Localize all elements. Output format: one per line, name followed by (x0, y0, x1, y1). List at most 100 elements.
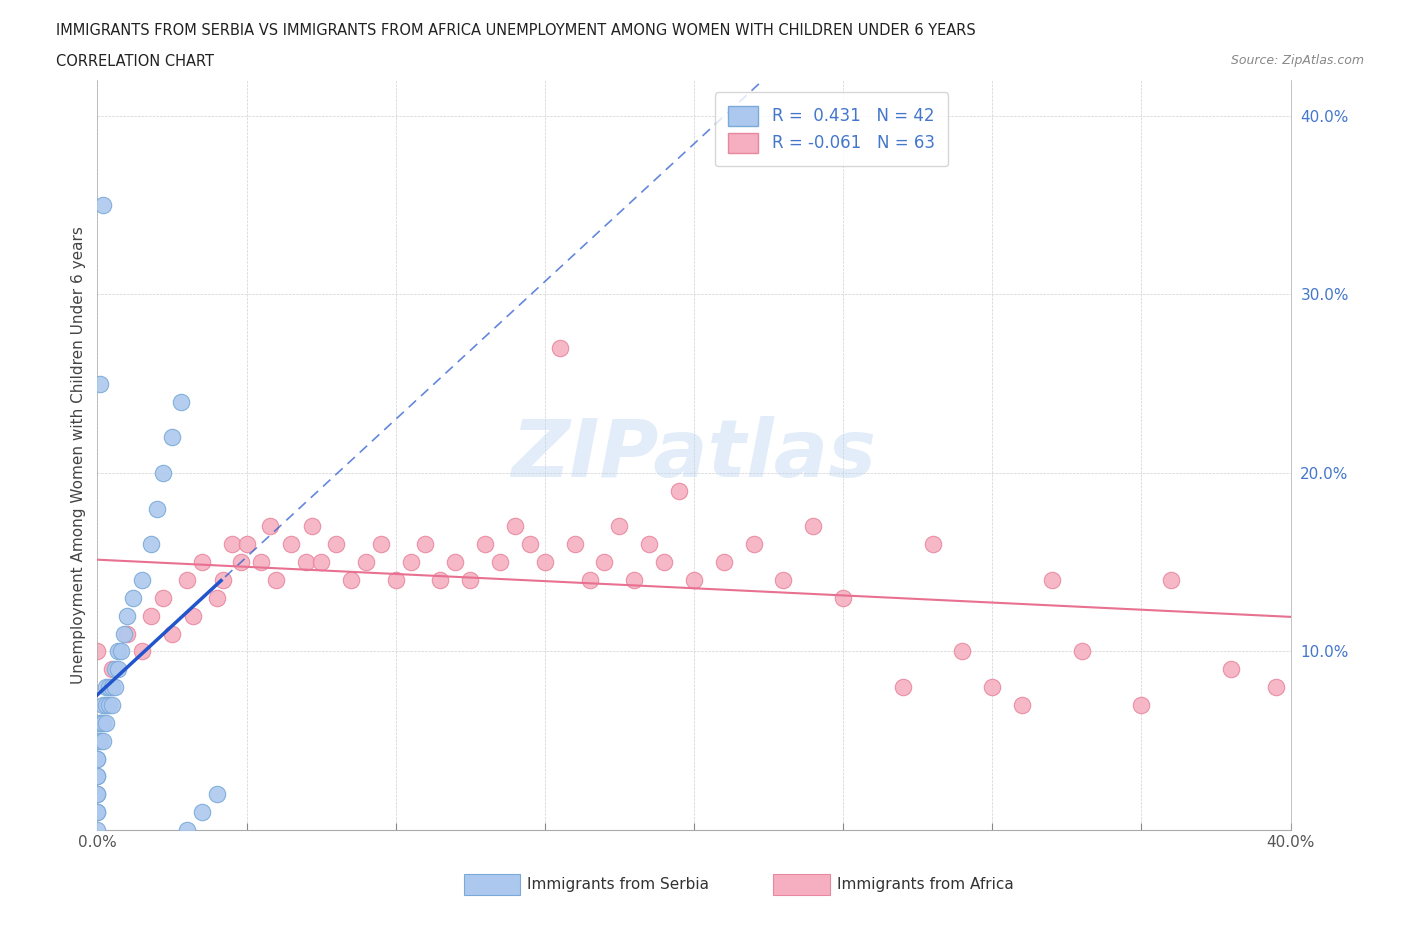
Text: Source: ZipAtlas.com: Source: ZipAtlas.com (1230, 54, 1364, 67)
Point (170, 394, 193, 409)
Point (668, 484, 690, 498)
Point (981, 680, 1004, 695)
Point (564, 537, 586, 551)
Point (104, 680, 127, 695)
Point (399, 555, 422, 570)
Point (1011, 698, 1033, 712)
Point (86, 734, 108, 749)
Point (190, 804, 212, 819)
Point (578, 573, 600, 588)
Point (832, 591, 855, 605)
Point (107, 644, 129, 659)
Point (280, 537, 302, 551)
Point (110, 644, 132, 659)
Point (266, 573, 288, 588)
Point (91, 198, 114, 213)
Point (176, 823, 198, 838)
Point (533, 555, 555, 570)
Point (295, 555, 318, 570)
Point (519, 537, 541, 551)
Point (921, 537, 943, 551)
Point (772, 573, 794, 588)
Point (229, 555, 252, 570)
Point (86, 787, 108, 802)
Point (101, 698, 124, 712)
Y-axis label: Unemployment Among Women with Children Under 6 years: Unemployment Among Women with Children U… (72, 226, 86, 684)
Point (160, 430, 183, 445)
Point (1264, 680, 1286, 695)
Point (107, 662, 129, 677)
Point (146, 501, 169, 516)
Point (181, 608, 204, 623)
Point (190, 555, 212, 570)
Point (86, 804, 108, 819)
Point (89, 377, 111, 392)
Point (86, 804, 108, 819)
Point (593, 555, 616, 570)
Point (96, 698, 118, 712)
Point (86, 751, 108, 766)
Point (91, 698, 114, 712)
Point (301, 519, 323, 534)
Point (176, 573, 198, 588)
Point (160, 626, 183, 641)
Text: IMMIGRANTS FROM SERBIA VS IMMIGRANTS FROM AFRICA UNEMPLOYMENT AMONG WOMEN WITH C: IMMIGRANTS FROM SERBIA VS IMMIGRANTS FRO… (56, 23, 976, 38)
Point (250, 555, 273, 570)
Point (1160, 573, 1182, 588)
Point (221, 537, 243, 551)
Point (211, 573, 233, 588)
Point (429, 573, 451, 588)
Point (384, 573, 406, 588)
Point (89, 734, 111, 749)
Point (1070, 644, 1092, 659)
Point (444, 555, 467, 570)
Point (340, 573, 363, 588)
Point (101, 662, 124, 677)
Point (115, 626, 138, 641)
Point (713, 555, 735, 570)
Point (1040, 573, 1063, 588)
Point (131, 573, 153, 588)
Point (1130, 698, 1153, 712)
Point (122, 591, 145, 605)
Point (112, 626, 135, 641)
Point (101, 680, 124, 695)
Point (235, 537, 257, 551)
Point (309, 555, 332, 570)
Point (952, 644, 974, 659)
Point (89, 715, 111, 730)
Point (548, 340, 571, 355)
Point (205, 787, 228, 802)
Point (458, 573, 481, 588)
Legend: R =  0.431   N = 42, R = -0.061   N = 63: R = 0.431 N = 42, R = -0.061 N = 63 (716, 92, 948, 166)
Point (489, 555, 512, 570)
Point (115, 608, 138, 623)
Point (104, 662, 127, 677)
Point (91, 715, 114, 730)
Text: Immigrants from Serbia: Immigrants from Serbia (527, 877, 709, 892)
Point (152, 466, 174, 481)
Text: Immigrants from Africa: Immigrants from Africa (837, 877, 1014, 892)
Point (801, 519, 824, 534)
Point (96, 715, 118, 730)
Point (86, 644, 108, 659)
Point (86, 769, 108, 784)
Point (623, 573, 645, 588)
Point (474, 537, 496, 551)
Point (86, 823, 108, 838)
Point (1219, 662, 1241, 677)
Point (742, 537, 765, 551)
Point (86, 769, 108, 784)
Point (354, 555, 377, 570)
Point (609, 519, 631, 534)
Point (98, 698, 121, 712)
Point (325, 537, 347, 551)
Point (139, 608, 162, 623)
Point (131, 644, 153, 659)
Point (652, 555, 675, 570)
Text: ZIPatlas: ZIPatlas (512, 416, 876, 494)
Point (86, 787, 108, 802)
Point (415, 537, 437, 551)
Point (91, 734, 114, 749)
Point (370, 537, 392, 551)
